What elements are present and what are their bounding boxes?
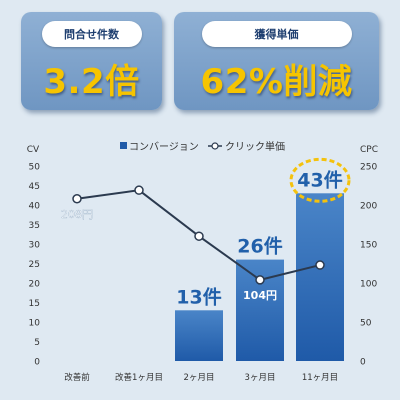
- cpc-point: [134, 185, 144, 195]
- cpc-point: [315, 260, 325, 270]
- x-category-label: 3ヶ月目: [245, 373, 276, 383]
- kpi-label-inquiries: 問合せ件数: [41, 21, 142, 47]
- kpi-card-inquiries: 問合せ件数 3.2倍: [21, 12, 162, 110]
- y-right-tick-label: 250: [360, 163, 377, 173]
- kpi-label-unit-price: 獲得単価: [201, 21, 352, 47]
- y-left-tick-label: 10: [29, 319, 41, 329]
- y-right-tick-label: 0: [360, 358, 366, 368]
- x-category-label: 11ヶ月目: [302, 373, 338, 383]
- cpc-point: [255, 275, 265, 285]
- y-left-tick-label: 25: [29, 260, 40, 270]
- legend-bar-swatch: [120, 142, 127, 149]
- y-left-tick-label: 40: [29, 202, 41, 212]
- cpc-point: [72, 194, 82, 204]
- cpc-data-label: 208円: [61, 208, 93, 221]
- y-left-tick-label: 45: [29, 182, 40, 192]
- kpi-value-unit-price: 62%削減: [200, 62, 353, 102]
- kpi-value-inquiries: 3.2倍: [43, 62, 140, 102]
- highlight-dashed-circle: [289, 157, 351, 203]
- cv-data-label: 13件: [176, 285, 221, 308]
- cpc-data-label: 104円: [243, 289, 277, 302]
- x-category-label: 改善前: [64, 372, 90, 383]
- y-left-tick-label: 50: [29, 163, 41, 173]
- cv-bar: [296, 193, 344, 361]
- cv-bar: [175, 310, 223, 361]
- y-left-tick-label: 30: [29, 241, 41, 251]
- y-left-tick-label: 5: [34, 338, 40, 348]
- y-right-axis-title: CPC: [360, 145, 378, 155]
- legend-bar-label: コンバージョン: [129, 141, 199, 153]
- y-right-tick-label: 100: [360, 280, 377, 290]
- y-left-tick-label: 0: [34, 358, 40, 368]
- cv-data-label: 26件: [237, 235, 282, 258]
- y-left-tick-label: 15: [29, 299, 40, 309]
- legend-line-label: クリック単価: [225, 140, 285, 153]
- x-category-label: 改善1ヶ月目: [115, 372, 163, 383]
- y-right-tick-label: 150: [360, 241, 377, 251]
- y-left-tick-label: 20: [29, 280, 41, 290]
- y-right-tick-label: 50: [360, 319, 372, 329]
- y-right-tick-label: 200: [360, 202, 377, 212]
- kpi-card-unit-price: 獲得単価 62%削減: [174, 12, 379, 110]
- y-left-axis-title: CV: [27, 145, 40, 155]
- x-category-label: 2ヶ月目: [184, 373, 215, 383]
- y-left-tick-label: 35: [29, 221, 40, 231]
- legend-line-marker: [211, 142, 219, 150]
- cv-data-label: 43件: [297, 168, 342, 191]
- cpc-point: [194, 231, 204, 241]
